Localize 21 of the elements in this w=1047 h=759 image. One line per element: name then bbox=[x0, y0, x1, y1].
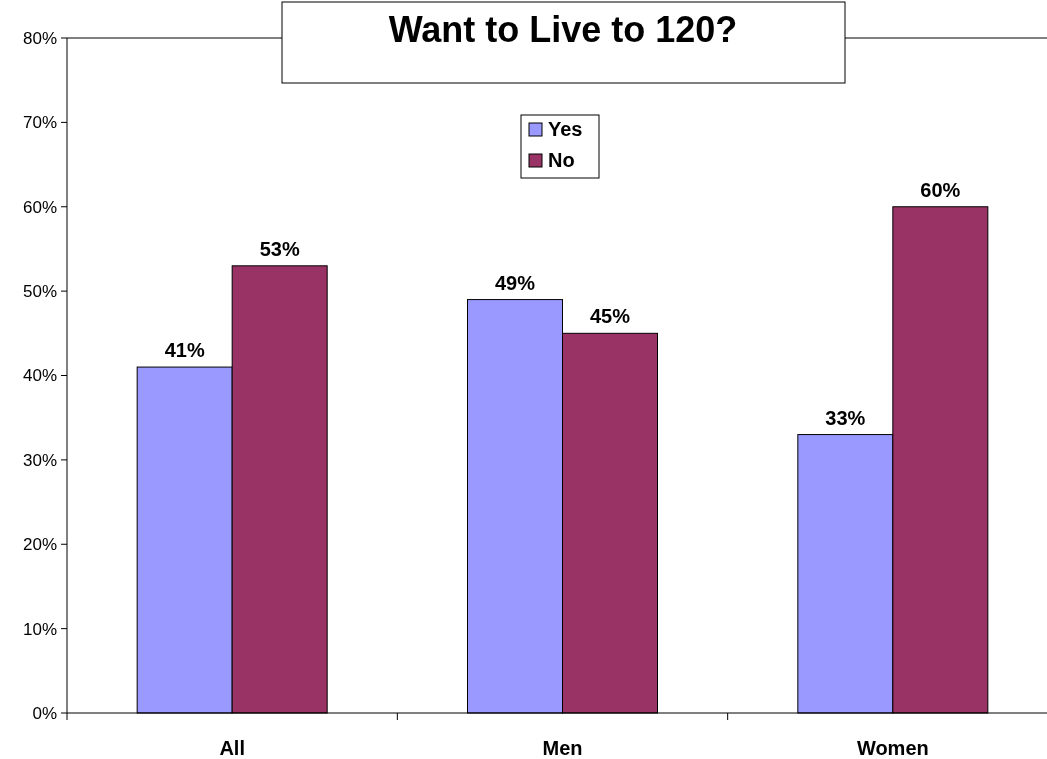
y-tick-label: 70% bbox=[22, 113, 57, 133]
data-label: 49% bbox=[494, 271, 536, 294]
y-tick-label: 60% bbox=[22, 197, 57, 217]
y-tick-label: 50% bbox=[22, 282, 57, 302]
data-label: 60% bbox=[920, 178, 961, 201]
y-tick-label: 10% bbox=[22, 619, 57, 639]
data-label: 41% bbox=[164, 339, 205, 362]
y-tick-label: 40% bbox=[22, 366, 57, 386]
data-label: 33% bbox=[825, 406, 866, 429]
y-tick-label: 80% bbox=[22, 28, 57, 48]
data-label: 45% bbox=[589, 305, 631, 328]
x-tick-label: Men bbox=[542, 737, 583, 759]
chart-title: Want to Live to 120? bbox=[388, 9, 738, 50]
y-tick-label: 30% bbox=[22, 450, 57, 470]
y-tick-label: 20% bbox=[22, 535, 57, 555]
x-tick-label: Women bbox=[856, 737, 929, 759]
legend-label: No bbox=[548, 149, 575, 171]
x-tick-label: All bbox=[219, 737, 245, 759]
data-label: 53% bbox=[259, 237, 300, 260]
y-tick-label: 0% bbox=[32, 703, 57, 723]
legend-label: Yes bbox=[548, 118, 583, 140]
